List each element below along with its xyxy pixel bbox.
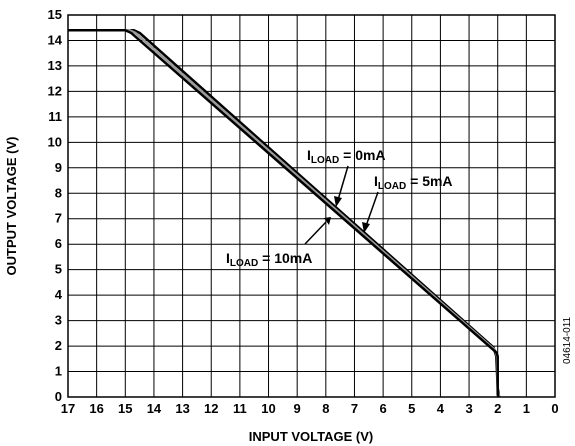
annotation-arrow-10ma — [304, 221, 327, 245]
x-tick-label: 2 — [494, 401, 501, 416]
y-tick-label: 0 — [55, 389, 62, 404]
series-line-0 — [68, 29, 501, 398]
y-tick-label: 1 — [55, 364, 62, 379]
annotation-arrow-0ma — [337, 165, 349, 201]
x-tick-label: 13 — [175, 401, 189, 416]
y-tick-label: 10 — [48, 134, 62, 149]
series-lines — [68, 29, 501, 398]
y-tick-label: 11 — [48, 109, 62, 124]
x-tick-label: 1 — [523, 401, 530, 416]
annotation-10ma: ILOAD = 10mA — [226, 217, 331, 269]
y-tick-label: 13 — [48, 58, 62, 73]
svg-text:ILOAD = 0mA: ILOAD = 0mA — [307, 147, 386, 166]
y-tick-label: 6 — [55, 236, 62, 251]
x-tick-label: 4 — [437, 401, 445, 416]
y-tick-label: 3 — [55, 313, 62, 328]
y-tick-label: 8 — [55, 185, 62, 200]
x-tick-label: 12 — [204, 401, 218, 416]
y-tick-label: 2 — [55, 338, 62, 353]
x-tick-label: 17 — [61, 401, 75, 416]
y-tick-label: 14 — [48, 32, 63, 47]
figure-id: 04614-011 — [562, 316, 573, 364]
y-tick-label: 4 — [55, 287, 63, 302]
y-tick-label: 5 — [55, 262, 62, 277]
x-tick-label: 16 — [89, 401, 103, 416]
x-tick-label: 15 — [118, 401, 132, 416]
annotation-arrow-5ma — [365, 191, 379, 227]
plot-frame — [67, 14, 556, 398]
svg-text:ILOAD = 5mA: ILOAD = 5mA — [374, 173, 453, 192]
x-tick-label: 7 — [351, 401, 358, 416]
annotation-arrowhead-0ma — [334, 196, 342, 207]
x-tick-label: 14 — [147, 401, 162, 416]
x-tick-label: 9 — [294, 401, 301, 416]
series-line-2 — [68, 29, 500, 398]
x-axis-title: INPUT VOLTAGE (V) — [249, 429, 373, 444]
y-axis-title: OUTPUT VOLTAGE (V) — [4, 137, 19, 276]
y-tick-label: 9 — [55, 160, 62, 175]
grid-lines — [67, 14, 556, 398]
y-tick-label: 12 — [48, 83, 62, 98]
x-tick-label: 8 — [322, 401, 329, 416]
annotation-5ma: ILOAD = 5mA — [362, 173, 453, 233]
x-tick-label: 5 — [408, 401, 415, 416]
x-tick-label: 0 — [551, 401, 558, 416]
x-tick-labels: 17 16 15 14 13 12 11 10 9 8 7 6 5 4 3 2 1 0 — [61, 401, 559, 416]
annotation-0ma: ILOAD = 0mA — [307, 147, 386, 207]
annotation-arrowhead-10ma — [324, 217, 331, 225]
x-tick-label: 6 — [380, 401, 387, 416]
x-tick-label: 10 — [261, 401, 275, 416]
series-line-1 — [68, 29, 501, 398]
annotation-arrowhead-5ma — [362, 222, 370, 233]
x-tick-label: 11 — [233, 401, 247, 416]
x-tick-label: 3 — [465, 401, 472, 416]
svg-text:ILOAD = 10mA: ILOAD = 10mA — [226, 250, 312, 269]
y-tick-label: 7 — [55, 211, 62, 226]
y-tick-label: 15 — [48, 7, 62, 22]
